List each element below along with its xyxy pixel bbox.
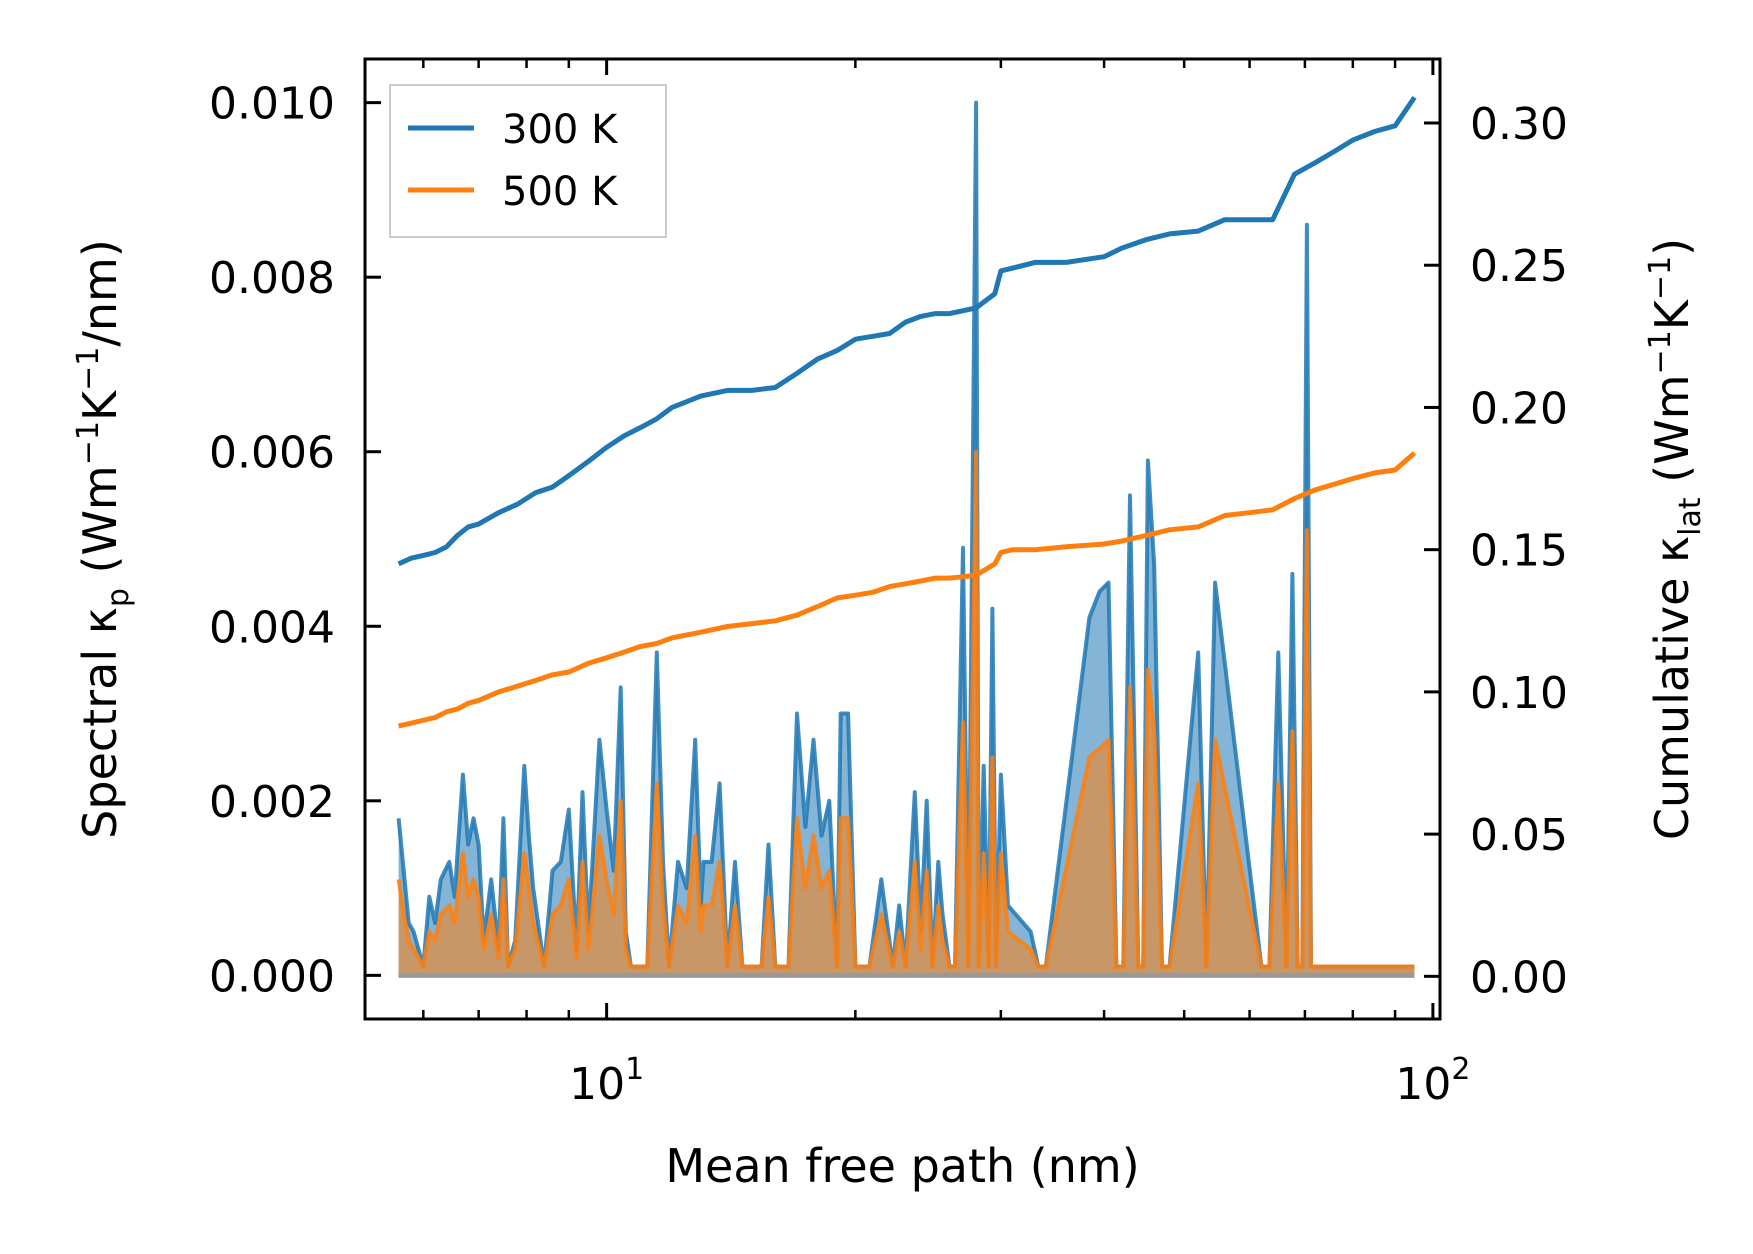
x-tick-label-base: 10 [1395, 1059, 1451, 1110]
plot-frame [363, 57, 1442, 1021]
y-left-title-paren-start: (Wm [73, 465, 127, 588]
y-right-title-paren-end: ) [1645, 238, 1699, 256]
y-axis-right-title: Cumulative κlat (Wm−1K−1) [1643, 238, 1708, 840]
y-left-title-mid: K [73, 389, 127, 421]
y-left-title-sup1: −1 [71, 421, 106, 465]
x-tick-label-exp: 2 [1451, 1052, 1470, 1087]
y-right-tick-label: 0.10 [1470, 668, 1568, 719]
y-left-tick-label: 0.002 [209, 777, 335, 828]
y-left-tick-label: 0.000 [209, 951, 335, 1002]
legend-label-500k: 500 K [502, 169, 619, 215]
y-right-title-paren-start: (Wm [1645, 374, 1699, 497]
y-right-tick-label: 0.00 [1470, 952, 1568, 1003]
x-tick-label: 101 [569, 1052, 644, 1110]
y-right-tick-label: 0.05 [1470, 810, 1568, 861]
y-left-title-sub: p [101, 588, 136, 607]
cumulative-series-group [397, 95, 1417, 729]
y-right-title-sup2: −1 [1643, 256, 1678, 300]
axes-group: 0.000 0.002 0.004 0.006 0.008 0.010 0.00 0.05 0.… [209, 57, 1568, 1110]
y-right-title-mid: K [1645, 298, 1699, 330]
y-right-tick-label: 0.15 [1470, 526, 1568, 577]
cumulative-line-500k [398, 451, 1417, 729]
y-left-tick-label: 0.010 [209, 79, 335, 130]
y-right-tick-label: 0.30 [1470, 99, 1568, 150]
y-right-title-sub: lat [1673, 497, 1708, 536]
x-tick-label-base: 10 [569, 1059, 625, 1110]
legend-frame [389, 84, 667, 238]
y-right-title-sup1: −1 [1643, 330, 1678, 374]
legend-label-300k: 300 K [502, 107, 619, 153]
y-left-title-sup2: −1 [71, 347, 106, 391]
y-left-tick-label: 0.008 [209, 253, 335, 304]
cumulative-line-300k [397, 95, 1417, 567]
y-right-tick-label: 0.25 [1470, 241, 1568, 292]
x-tick-label: 102 [1395, 1052, 1470, 1110]
y-axis-left-title: Spectral κp (Wm−1K−1/nm) [71, 239, 136, 839]
y-right-title-main: Cumulative κ [1645, 536, 1699, 840]
spectral-line-500k [396, 449, 1415, 969]
y-left-tick-label: 0.006 [209, 428, 335, 479]
x-axis-title: Mean free path (nm) [665, 1139, 1139, 1193]
legend: 300 K 500 K [389, 84, 667, 238]
y-left-title-paren-end: /nm) [73, 239, 127, 346]
y-right-tick-label: 0.20 [1470, 383, 1568, 434]
y-left-tick-label: 0.004 [209, 602, 335, 653]
x-tick-label-exp: 1 [625, 1052, 644, 1087]
y-left-title-main: Spectral κ [73, 607, 127, 839]
spectral-series-group [396, 100, 1415, 978]
